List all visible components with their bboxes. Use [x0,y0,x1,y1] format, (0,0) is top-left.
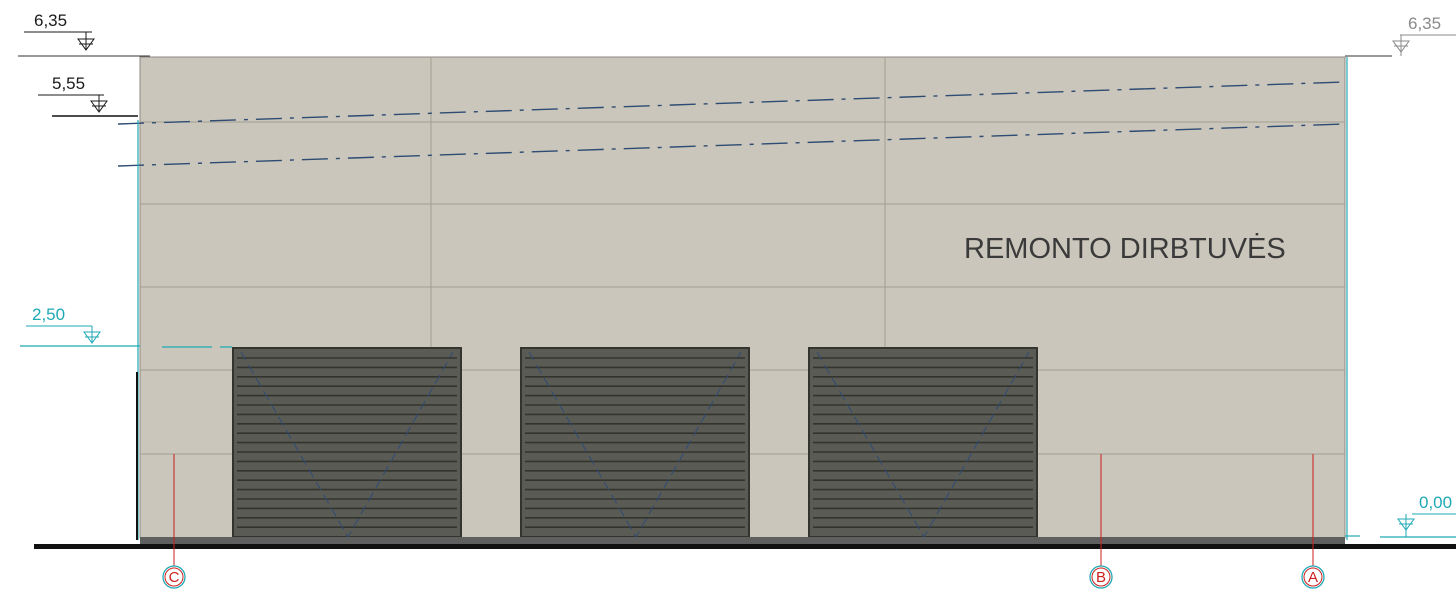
level-marker-top-left: 6,35 [24,11,95,51]
level-marker-icon [1397,514,1415,537]
axis-bubble-icon [1089,565,1113,589]
ground-line [34,544,1456,549]
level-marker-icon [1392,35,1410,56]
roof-slope-lines [117,81,1346,167]
level-marker-mid-left: 5,55 [38,74,108,113]
axis-bubble-a: A [1301,565,1325,589]
level-value-ground-right: 0,00 [1419,493,1452,512]
level-value-mid-left: 5,55 [52,74,85,93]
level-marker-ground-right: 0,00 [1397,493,1456,537]
axis-bubble-icon [1301,565,1325,589]
axis-bubble-icon [162,565,186,589]
roller-door [520,347,750,539]
doors [232,347,1038,539]
roller-door [232,347,462,539]
level-marker-icon [83,326,101,344]
axis-bubble-b: B [1089,565,1113,589]
level-marker-icon [77,32,95,51]
building-label: REMONTO DIRBTUVĖS [964,232,1286,265]
axis-label-a: A [1308,569,1318,586]
axis-lines [173,454,1314,566]
plinth [140,537,1345,544]
level-marker-top-right: 6,35 [1392,14,1456,56]
axis-label-c: C [169,569,180,586]
level-value-top-right: 6,35 [1408,14,1441,33]
roller-door [808,347,1038,539]
level-value-top-left: 6,35 [34,11,67,30]
axis-bubble-c: C [162,565,186,589]
level-value-door-top: 2,50 [32,305,65,324]
axis-label-b: B [1096,569,1106,586]
level-marker-icon [90,95,108,113]
level-marker-door-top: 2,50 [26,305,101,344]
